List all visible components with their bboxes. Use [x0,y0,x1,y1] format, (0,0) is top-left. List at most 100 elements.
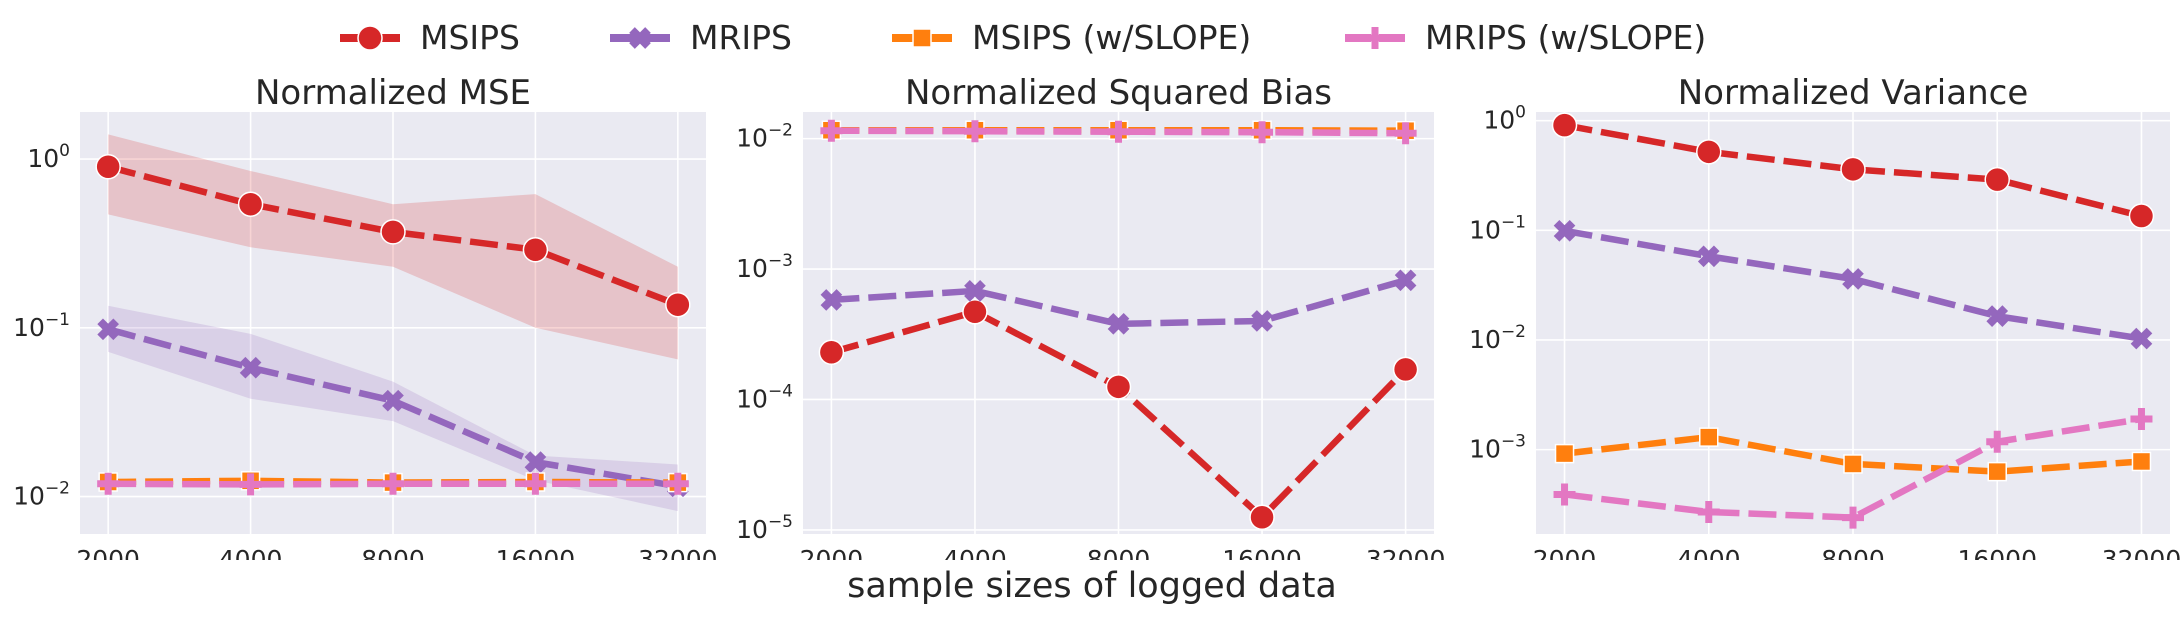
y-tick-label: 10−2 [736,121,793,153]
x-tick-label: 32000 [2102,545,2182,560]
chart-title: Normalized MSE [255,73,531,113]
data-point [962,299,988,325]
data-point [2130,327,2153,350]
data-point [820,119,843,142]
y-tick-label: 10−1 [1469,212,1526,244]
series-mrips [1553,219,2153,350]
data-point [524,472,547,495]
series-msips-w-slope [1554,427,2152,482]
data-point [665,291,691,318]
data-point [1107,313,1130,335]
data-point [1842,506,1864,529]
data-point [2130,408,2153,431]
data-point [1699,427,1719,447]
series-line [831,277,1407,328]
legend-marker-circle [357,25,383,51]
series-line [1564,433,2142,475]
data-point [382,389,404,412]
y-tick-label: 10−2 [13,479,70,511]
legend-label: MSIPS (w/SLOPE) [972,18,1251,57]
panel-normalized-mse: Normalized MSE 2000 4000 8000 16000 32000 10−2… [13,73,718,560]
data-point [1553,219,1576,242]
legend: MSIPS MRIPS MSIPS (w/SLOPE) MRIPS (w/SLOPE) [340,18,1706,57]
data-point [1843,454,1863,474]
data-point [1697,245,1720,268]
legend-entry-msips-w-slope: MSIPS (w/SLOPE) [892,18,1251,57]
series-mrips [820,269,1417,335]
data-point [1984,166,2010,193]
legend-entry-msips: MSIPS [340,18,520,57]
x-axis-label: sample sizes of logged data [847,566,1337,606]
legend-entry-mrips: MRIPS [610,18,792,57]
x-tick-label: 4000 [943,545,1007,560]
data-point [97,318,119,341]
data-point [95,154,121,180]
data-point [1392,356,1419,383]
x-tick-label: 2000 [1533,545,1597,560]
data-point [1987,461,2007,482]
legend-marker-plus [1364,27,1386,49]
x-tick-label: 8000 [1821,545,1885,560]
series-msips [1551,112,2155,229]
legend-marker-x [629,27,651,49]
data-point [964,280,986,302]
data-point [1553,483,1576,506]
x-tick-label: 32000 [638,545,718,560]
series-mrips-w-slope [1553,408,2153,529]
data-point [382,472,404,495]
panel-normalized-variance: Normalized Variance 2000 4000 8000 16000 3200… [1469,73,2182,560]
data-point [97,472,120,495]
data-point [237,191,264,217]
data-point [1842,268,1864,290]
series-msips [818,299,1419,531]
series-line [1564,415,2142,521]
gridlines [80,112,706,534]
data-point [1394,122,1417,145]
data-point [666,472,689,495]
x-tick-label: 2000 [800,545,864,560]
confidence-band-msips [108,134,678,360]
x-tick-label: 16000 [496,545,576,560]
y-tick-label: 10−3 [736,251,793,283]
legend-label: MRIPS (w/SLOPE) [1425,18,1706,57]
data-point [1251,121,1274,144]
series-line [107,163,680,308]
series-msips [95,154,691,318]
data-point [239,473,262,496]
y-tick-label: 10−2 [1469,322,1526,354]
x-tick-label: 8000 [361,545,425,560]
data-point [1840,156,1866,183]
data-point [524,451,547,473]
legend-label: MRIPS [690,18,792,57]
panel-normalized-squared-bias: Normalized Squared Bias 2000 4000 8000 16000… [736,73,1445,560]
x-tick-label: 2000 [76,545,140,560]
legend-marker-square [912,28,932,48]
x-tick-label: 4000 [219,545,283,560]
data-point [522,237,549,263]
series-mrips-w-slope [820,119,1417,145]
data-point [239,356,262,379]
data-point [1249,504,1275,531]
x-tick-label: 4000 [1677,545,1741,560]
data-point [818,339,845,366]
data-point [380,219,406,245]
data-point [1986,305,2009,327]
chart-title: Normalized Variance [1678,73,2029,113]
data-point [1251,310,1273,332]
y-tick-label: 10−3 [1469,432,1526,464]
x-tick-label: 16000 [1222,545,1302,560]
series-line [1563,227,2142,342]
data-point [1986,430,2009,453]
series-line [107,326,679,490]
data-point [1697,500,1720,523]
legend-entry-mrips-w-slope: MRIPS (w/SLOPE) [1345,18,1706,57]
series-line [1563,121,2143,220]
y-tick-label: 10−1 [13,310,70,342]
legend-label: MSIPS [420,18,520,57]
data-point [2131,451,2152,472]
data-point [1551,112,1578,138]
data-point [1394,269,1417,292]
data-point [1696,139,1722,165]
data-point [820,289,843,311]
data-point [963,120,986,143]
